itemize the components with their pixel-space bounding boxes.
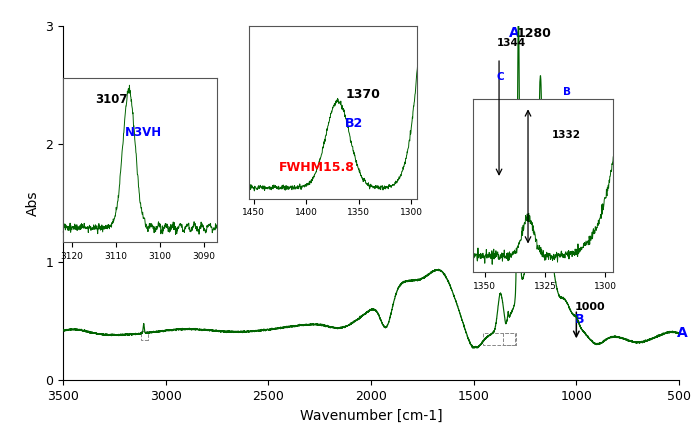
Text: N3VH: N3VH (125, 126, 162, 139)
Text: B: B (563, 87, 570, 97)
Text: 1000: 1000 (575, 302, 606, 311)
Text: A: A (509, 26, 519, 40)
Text: C: C (496, 72, 504, 82)
Text: 1175: 1175 (539, 116, 570, 126)
Text: 1280: 1280 (517, 27, 552, 40)
Text: B: B (575, 313, 584, 326)
Text: B: B (539, 124, 548, 137)
Text: 1370: 1370 (345, 88, 380, 101)
Text: A: A (677, 326, 687, 340)
Text: 1332: 1332 (552, 130, 581, 140)
Bar (141, 330, 148, 340)
Text: 3107: 3107 (95, 93, 127, 106)
Text: B2: B2 (345, 118, 363, 130)
Bar (503, 333, 515, 345)
Bar (483, 333, 516, 345)
Text: FWHM15.8: FWHM15.8 (279, 161, 355, 174)
Text: 1344: 1344 (496, 38, 526, 48)
X-axis label: Wavenumber [cm-1]: Wavenumber [cm-1] (300, 408, 442, 422)
Y-axis label: Abs: Abs (26, 190, 40, 216)
